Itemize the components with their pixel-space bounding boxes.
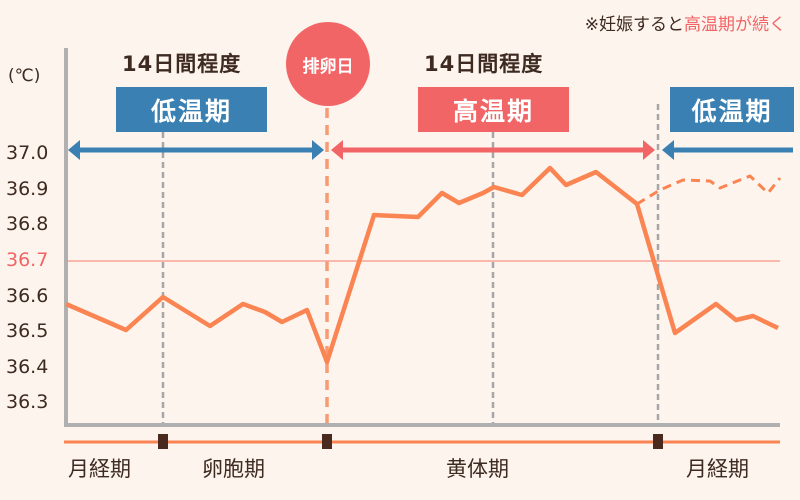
ovulation-day-badge: 排卵日 <box>286 22 370 106</box>
note-highlight: 高温期が続く <box>684 15 786 35</box>
y-tick-36-7: 36.7 <box>6 249 49 271</box>
low-temp-phase-label: 低温期 <box>116 87 267 132</box>
phase-luteal: 黄体期 <box>446 457 509 481</box>
pregnancy-note: ※妊娠すると高温期が続く <box>585 10 786 35</box>
low-phase-duration: 14日間程度 <box>122 52 242 76</box>
high-phase-duration: 14日間程度 <box>424 52 544 76</box>
note-prefix: ※妊娠すると <box>584 15 684 35</box>
y-tick-36-3: 36.3 <box>6 391 49 413</box>
high-temp-phase-label: 高温期 <box>418 87 569 132</box>
phase-marker-3 <box>653 434 663 449</box>
phase-marker-2 <box>322 434 332 449</box>
y-tick-37-0: 37.0 <box>6 142 49 164</box>
y-tick-36-6: 36.6 <box>6 285 49 307</box>
y-tick-36-5: 36.5 <box>6 320 49 342</box>
basal-temperature-line <box>65 165 779 365</box>
low-phase-arrow-2 <box>662 140 793 160</box>
low-temp-phase-label-2: 低温期 <box>670 87 794 132</box>
phase-menstrual: 月経期 <box>68 457 131 481</box>
y-tick-36-8: 36.8 <box>6 213 49 235</box>
y-axis-unit: (℃) <box>8 66 41 86</box>
high-phase-arrow <box>331 140 655 160</box>
ovulation-label: 排卵日 <box>302 56 354 77</box>
pregnancy-temperature-line <box>636 174 782 206</box>
low-phase-arrow <box>68 140 324 160</box>
phase-follicular: 卵胞期 <box>202 457 265 481</box>
phase-menstrual-2: 月経期 <box>686 457 749 481</box>
y-tick-36-4: 36.4 <box>6 356 49 378</box>
y-tick-36-9: 36.9 <box>6 178 49 200</box>
phase-marker-1 <box>158 434 168 449</box>
